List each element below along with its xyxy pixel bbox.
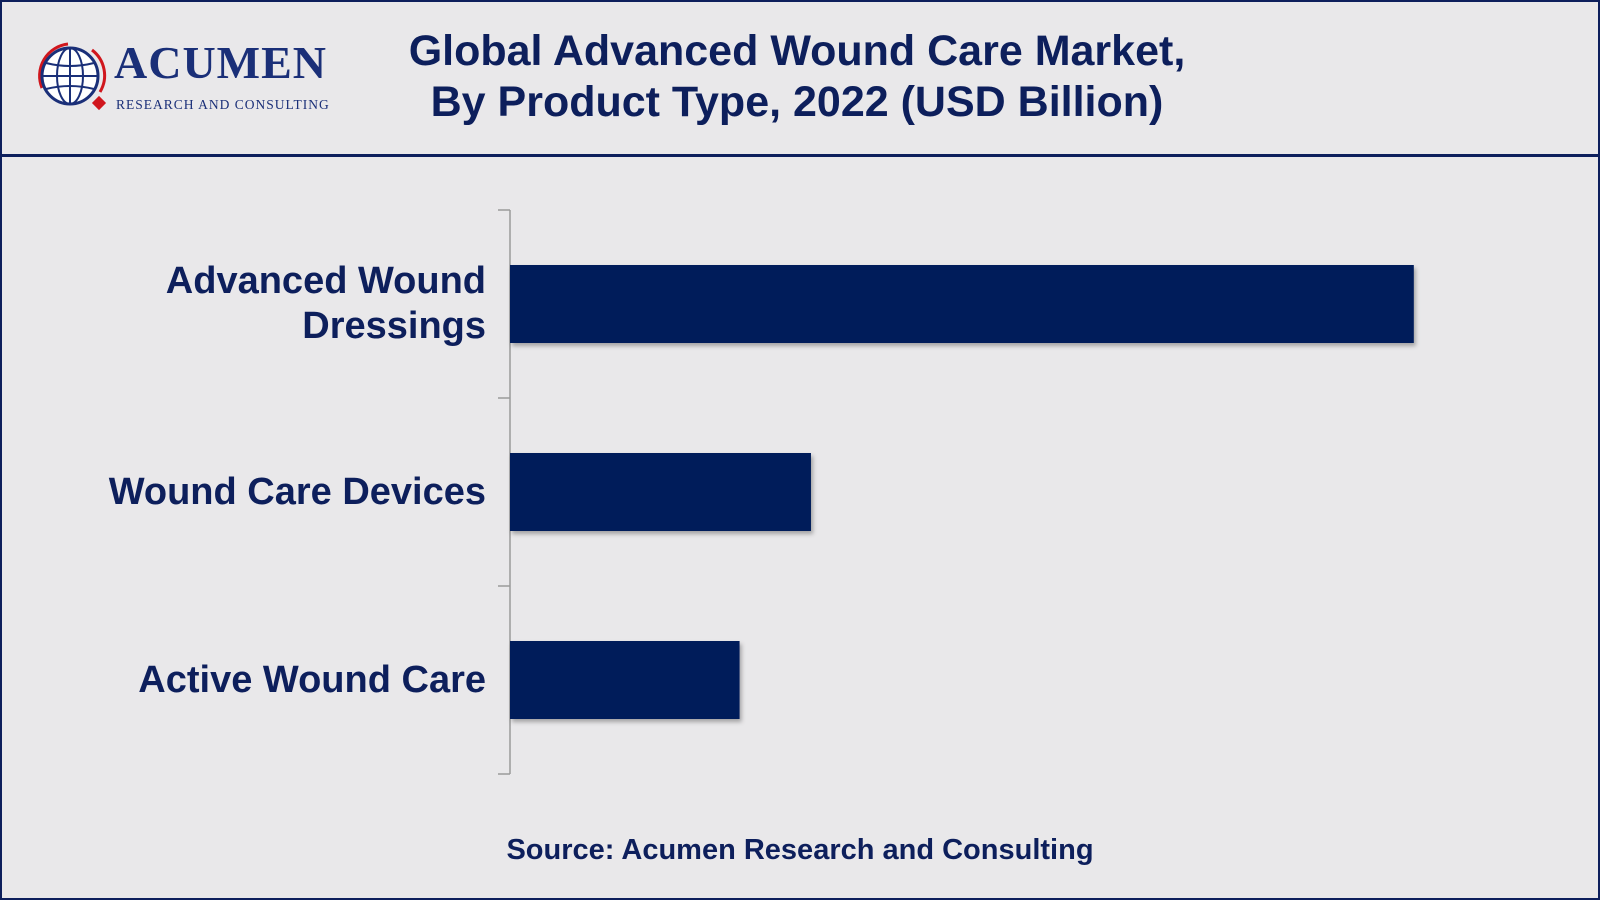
bar-0	[510, 265, 1414, 343]
bar-chart: Advanced Wound Dressings Wound Care Device…	[2, 157, 1598, 807]
logo-wordmark: ACUMEN	[114, 37, 327, 88]
header: ACUMEN RESEARCH AND CONSULTING Global Ad…	[2, 2, 1598, 157]
category-label: Active Wound Care	[26, 658, 486, 703]
chart-title-line-2: By Product Type, 2022 (USD Billion)	[430, 78, 1164, 126]
bar-chart-canvas	[498, 209, 1414, 775]
category-label: Advanced Wound Dressings	[26, 259, 486, 349]
acumen-logo: ACUMEN RESEARCH AND CONSULTING	[34, 36, 364, 120]
category-label: Wound Care Devices	[26, 470, 486, 515]
category-label-line: Dressings	[302, 305, 486, 347]
chart-title-line-1: Global Advanced Wound Care Market,	[408, 27, 1186, 75]
category-label-line: Advanced Wound	[165, 260, 486, 302]
bar-1	[510, 453, 811, 531]
category-label-line: Wound Care Devices	[108, 470, 486, 513]
chart-title: Global Advanced Wound Care Market, By Pr…	[382, 26, 1212, 128]
category-label-line: Active Wound Care	[138, 658, 486, 701]
bar-2	[510, 641, 740, 719]
logo-subtitle: RESEARCH AND CONSULTING	[116, 97, 330, 112]
source-note: Source: Acumen Research and Consulting	[506, 834, 1094, 866]
globe-icon	[38, 42, 107, 111]
